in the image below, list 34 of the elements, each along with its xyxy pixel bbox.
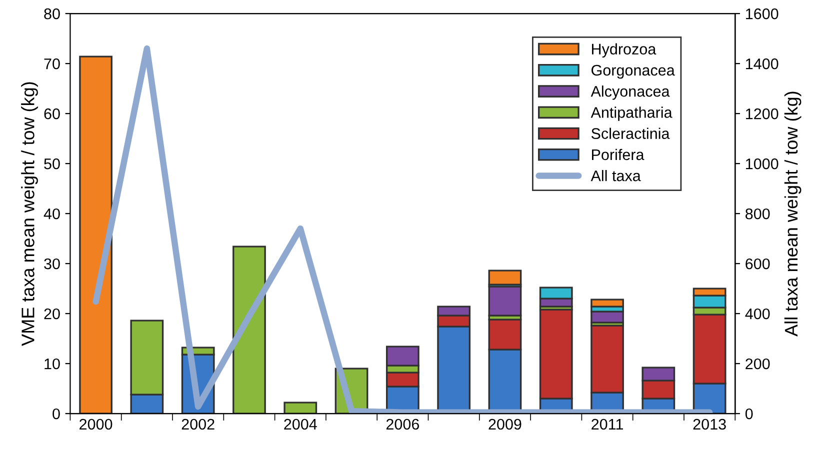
legend-label: Alcyonacea — [590, 86, 670, 100]
legend-label: Gorgonacea — [592, 64, 675, 79]
y-tick-label: 80 — [44, 8, 60, 20]
y-tick-label: 60 — [44, 108, 60, 120]
legend-label: Scleractinia — [591, 128, 670, 139]
y-tick-label: 30 — [44, 258, 60, 270]
y2-tick-label: 800 — [746, 208, 770, 220]
y-tick-label: 10 — [44, 358, 60, 370]
x-tick-label: 2006 — [386, 418, 419, 430]
y2-tick-label: 400 — [745, 308, 770, 320]
x-tick-label: 2002 — [182, 418, 214, 430]
y2-tick-label: 1400 — [746, 58, 778, 70]
x-tick-label: 2000 — [80, 418, 112, 430]
x-tick-label: 2004 — [284, 418, 317, 430]
x-tick-label: 2009 — [488, 418, 522, 430]
y2-tick-label: 1000 — [746, 158, 778, 170]
y-tick-label: 40 — [44, 208, 60, 220]
y2-tick-label: 1200 — [746, 108, 778, 120]
y-tick-label: 0 — [52, 408, 60, 420]
y2-axis-title: All taxa mean weight / tow (kg) — [784, 92, 802, 336]
y2-tick-label: 600 — [746, 258, 770, 270]
legend-label: All taxa — [590, 170, 641, 182]
y-tick-label: 50 — [44, 158, 60, 170]
y2-tick-label: 1600 — [746, 8, 778, 20]
y-tick-label: 70 — [44, 58, 60, 70]
y2-tick-label: 200 — [746, 358, 770, 370]
legend-label: Hydrozoa — [592, 43, 656, 58]
legend-label: Porifera — [592, 148, 644, 160]
y2-tick-label: 0 — [745, 408, 753, 420]
x-tick-label: 2013 — [693, 418, 726, 430]
y-tick-label: 20 — [44, 308, 60, 320]
legend-label: Antipatharia — [590, 106, 672, 121]
y-axis-title: VME taxa mean weight / tow (kg) — [21, 82, 38, 346]
x-tick-label: 2011 — [592, 418, 623, 430]
